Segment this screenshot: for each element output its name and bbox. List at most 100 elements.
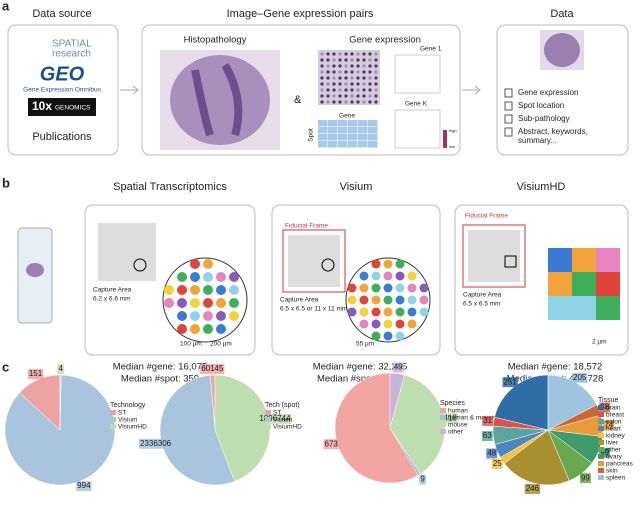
spot [177, 272, 187, 282]
bin [572, 296, 596, 320]
legend-swatch [265, 417, 271, 422]
label: 6.5 x 6.5 mm [463, 301, 501, 308]
spot [338, 82, 342, 86]
spot [374, 88, 378, 92]
spot [350, 52, 354, 56]
spot [407, 283, 417, 293]
spot [368, 88, 372, 92]
value-label-bg [200, 364, 225, 375]
spot [356, 82, 360, 86]
cell [338, 127, 348, 134]
cell [328, 120, 338, 127]
legend-swatch [598, 461, 604, 466]
label: Fiducial Frame [465, 213, 508, 220]
spot [338, 76, 342, 80]
legend-label: skin [606, 468, 618, 475]
value-label-bg [491, 458, 503, 469]
spot [216, 324, 226, 334]
spot [374, 64, 378, 68]
legend-swatch [110, 417, 116, 422]
legend-label: VisiumHD [118, 424, 147, 431]
legend-label: ST [118, 410, 126, 417]
capture-area [98, 223, 156, 281]
spot [326, 88, 330, 92]
value-label-bg [599, 402, 611, 413]
value-label-bg [579, 473, 591, 484]
spot [374, 94, 378, 98]
spot [190, 285, 200, 295]
wedge [4, 374, 116, 486]
bin [596, 296, 620, 320]
cell [318, 120, 328, 127]
spot [368, 52, 372, 56]
spot [338, 70, 342, 74]
cell [328, 141, 338, 148]
value-label: 418 [444, 413, 458, 422]
cell [348, 127, 358, 134]
median: Median #gene: 16,075 [113, 362, 208, 373]
spot [203, 259, 213, 269]
label: 200 µm [210, 341, 232, 348]
value-label: 246 [526, 484, 540, 493]
data-item: summary... [518, 136, 557, 145]
legend-label: human [448, 408, 468, 415]
spot [368, 100, 372, 104]
label: Gene [339, 113, 355, 120]
bin [596, 248, 620, 272]
spot [350, 58, 354, 62]
label: Gene 1 [420, 46, 442, 53]
value-label-bg [442, 413, 458, 424]
spot [371, 271, 381, 281]
spot [362, 70, 366, 74]
spot [371, 307, 381, 317]
cell [348, 120, 358, 127]
wedge [504, 429, 570, 486]
heading: Image–Gene expression pairs [227, 8, 374, 20]
spot [344, 100, 348, 104]
value-label: 673 [325, 439, 339, 448]
data-list: Gene expression Spot location Sub-patholog… [504, 88, 588, 145]
spot [395, 259, 405, 269]
legend-label: Visium [273, 417, 292, 424]
spot [332, 76, 336, 80]
spot [383, 259, 393, 269]
label: Spot [308, 128, 315, 142]
matrix [318, 120, 378, 148]
legend-swatch [598, 433, 604, 438]
panel-label: c [2, 359, 9, 374]
label: 6.5 x 6.5 or 11 x 11 mm [280, 306, 347, 313]
cell [358, 134, 368, 141]
spot [383, 295, 393, 305]
spot [362, 82, 366, 86]
median: Median #spot: 359 [121, 374, 199, 385]
spot [177, 311, 187, 321]
legend-label: liver [606, 440, 619, 447]
spot [229, 311, 239, 321]
legend-label: mouse [448, 422, 468, 429]
zoom-marker [133, 258, 147, 272]
spot [203, 311, 213, 321]
legend-swatch [110, 410, 116, 415]
icon [504, 88, 513, 98]
spot [347, 295, 357, 305]
spot [344, 88, 348, 92]
spot [350, 70, 354, 74]
spot [190, 272, 200, 282]
tissue [170, 55, 270, 145]
spot [338, 100, 342, 104]
label: high [449, 128, 457, 133]
heading: Spatial Transcriptomics [113, 181, 227, 193]
spot [347, 307, 357, 317]
spot [216, 298, 226, 308]
value-label-bg [138, 438, 173, 449]
label: Gene expression [349, 35, 421, 46]
spot [203, 298, 213, 308]
value-label-bg [502, 377, 518, 388]
cell [368, 127, 378, 134]
spot [332, 64, 336, 68]
spot [344, 52, 348, 56]
value-label-bg [76, 481, 92, 492]
spot [320, 76, 324, 80]
spot [326, 94, 330, 98]
